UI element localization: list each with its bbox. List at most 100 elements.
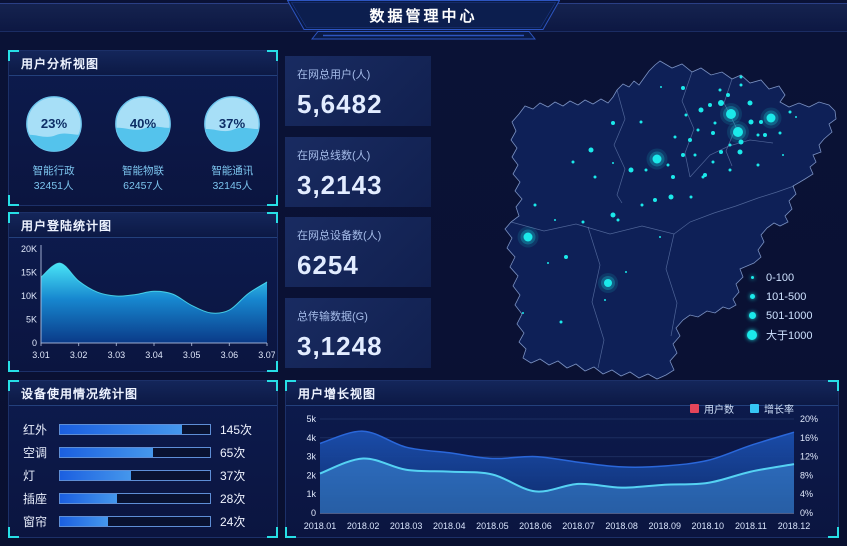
map-dot	[711, 131, 715, 135]
map-legend-item[interactable]: 大于1000	[745, 325, 813, 344]
device-value: 145次	[220, 423, 253, 437]
map-dot	[778, 131, 782, 135]
device-bar-track	[59, 424, 211, 435]
corner-bracket-icon	[8, 195, 19, 206]
map-dot	[756, 163, 760, 167]
map-legend-item[interactable]: 0-100	[745, 268, 813, 287]
left-axis-label: 4k	[306, 433, 316, 443]
device-row: 灯 37次	[23, 465, 265, 486]
map-dot	[766, 113, 776, 123]
map-dot	[533, 203, 537, 207]
map-dot	[564, 255, 568, 259]
map-dot	[660, 86, 662, 88]
panel-header: 用户登陆统计图	[9, 213, 277, 238]
device-bar-track	[59, 447, 211, 458]
device-row: 空调 65次	[23, 442, 265, 463]
panel-header: 设备使用情况统计图	[9, 381, 277, 406]
device-value: 28次	[220, 492, 246, 506]
map-dot	[644, 168, 648, 172]
map-dot	[625, 271, 627, 273]
map-dot	[547, 262, 549, 264]
map-legend-item[interactable]: 501-1000	[745, 306, 813, 325]
map-legend-dotbox	[745, 312, 759, 319]
gauge-count: 32451人	[33, 180, 74, 192]
map-dot	[698, 107, 704, 113]
province-map	[504, 60, 837, 380]
map-dot	[559, 320, 563, 324]
x-axis-label: 2018.05	[476, 521, 509, 531]
gauge-label: 智能行政 32451人	[13, 164, 95, 194]
map-dot	[756, 133, 760, 137]
map-dot	[696, 128, 700, 132]
x-axis-label: 3.03	[108, 350, 126, 360]
legend-swatch-icon	[750, 404, 759, 413]
login-series-area	[41, 263, 267, 343]
map-legend-item[interactable]: 101-500	[745, 287, 813, 306]
right-axis-label: 12%	[800, 452, 818, 462]
device-value: 24次	[220, 515, 246, 529]
x-axis-label: 3.02	[70, 350, 88, 360]
map-dot	[684, 113, 688, 117]
map-legend-dotbox	[745, 294, 759, 299]
x-axis-label: 2018.10	[692, 521, 725, 531]
legend-label: 增长率	[764, 405, 794, 416]
legend-swatch-icon	[690, 404, 699, 413]
device-label: 灯	[23, 469, 36, 483]
map-dot	[588, 147, 594, 153]
map-dot	[522, 312, 524, 314]
y-axis-label: 10K	[21, 291, 37, 301]
panel-login-stats: 用户登陆统计图 0 5K 10K 15K 20K 3.01 3.02 3.03 3.04 3.05…	[8, 212, 278, 372]
device-value: 65次	[220, 446, 246, 460]
map-dot	[748, 119, 754, 125]
corner-bracket-icon	[267, 380, 278, 391]
map-dot	[689, 195, 693, 199]
left-axis-label: 1k	[306, 489, 316, 499]
map-legend-dot-icon	[749, 294, 755, 299]
map-dot	[782, 154, 784, 156]
map-dot	[652, 154, 662, 164]
page-title: 数据管理中心	[369, 7, 478, 25]
gauge-circle: 23%	[25, 96, 82, 152]
map-legend-dot-icon	[747, 329, 757, 340]
map-dot	[726, 109, 736, 119]
map-legend: 0-100 101-500 501-1000 大于1000	[745, 268, 813, 344]
panel-title: 用户分析视图	[21, 56, 100, 71]
panel-title: 用户增长视图	[298, 386, 377, 401]
stat-card-column: 在网总用户(人) 5,6482 在网总线数(人) 3,2143 在网总设备数(人) 625…	[285, 56, 431, 378]
map-dot	[640, 203, 644, 207]
map-dot	[523, 232, 533, 242]
device-value: 37次	[220, 469, 246, 483]
panel-user-growth: 用户增长视图 用户数 增长率 0 0% 1k 4% 2k 8% 3k 12% 4k 16% 5k 20%…	[285, 380, 839, 538]
left-axis-label: 2k	[306, 470, 316, 480]
map-dot	[628, 167, 634, 173]
growth-area-chart: 0 0% 1k 4% 2k 8% 3k 12% 4k 16% 5k 20% 2018.01 2018.02…	[304, 414, 818, 531]
map-legend-dot-icon	[748, 312, 756, 319]
map-dot	[759, 120, 763, 124]
map-dot	[688, 138, 692, 142]
x-axis-label: 2018.12	[778, 521, 811, 531]
map-dot	[738, 139, 744, 145]
left-axis-label: 3k	[306, 452, 316, 462]
map-internal-borders	[510, 71, 795, 369]
gauge: 40% 智能物联 62457人	[102, 94, 184, 194]
gauge-name: 智能通讯	[211, 165, 254, 177]
panel-header: 用户分析视图	[9, 51, 277, 76]
map-dot	[733, 127, 743, 137]
growth-legend-item[interactable]: 用户数	[690, 401, 734, 416]
device-label: 窗帘	[23, 515, 48, 529]
gauge-count: 32145人	[212, 180, 253, 192]
map-dot	[708, 103, 712, 107]
map-dot	[571, 160, 575, 164]
corner-bracket-icon	[828, 380, 839, 391]
map-dot	[747, 100, 753, 106]
device-bar-fill	[60, 425, 182, 434]
map-dot	[693, 153, 697, 157]
growth-legend-item[interactable]: 增长率	[750, 401, 794, 416]
users-series-area	[320, 431, 794, 513]
map-dot	[671, 175, 675, 179]
x-axis-label: 2018.04	[433, 521, 466, 531]
gauge: 37% 智能通讯 32145人	[191, 94, 273, 194]
x-axis-label: 3.05	[183, 350, 201, 360]
x-axis-label: 3.04	[145, 350, 163, 360]
